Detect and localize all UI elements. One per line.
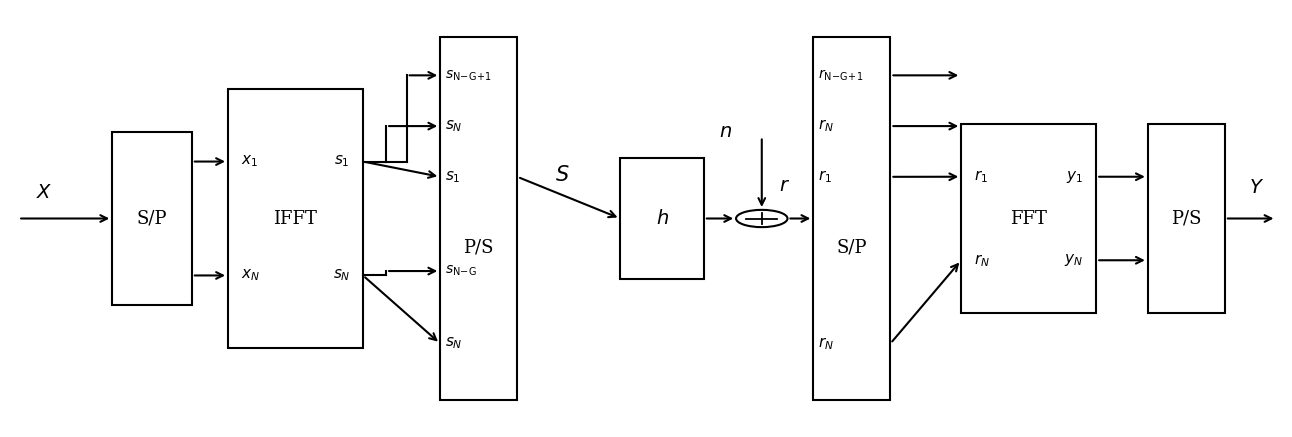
Text: $r_N$: $r_N$ (818, 335, 835, 352)
Text: $r_{\rm N\!-\!G\!+\!1}$: $r_{\rm N\!-\!G\!+\!1}$ (818, 68, 863, 83)
Text: S/P: S/P (137, 209, 167, 228)
Text: FFT: FFT (1010, 209, 1047, 228)
Text: P/S: P/S (1171, 209, 1202, 228)
FancyBboxPatch shape (813, 37, 890, 400)
FancyBboxPatch shape (112, 132, 193, 305)
Text: $h$: $h$ (655, 209, 668, 228)
Text: $y_N$: $y_N$ (1065, 252, 1084, 268)
Text: $r_N$: $r_N$ (974, 252, 990, 269)
Text: $Y$: $Y$ (1249, 179, 1265, 197)
Text: $s_N$: $s_N$ (332, 267, 350, 283)
Text: $s_1$: $s_1$ (335, 154, 350, 170)
Text: $s_N$: $s_N$ (446, 336, 463, 351)
Text: $y_1$: $y_1$ (1066, 169, 1084, 185)
Text: $s_1$: $s_1$ (446, 169, 461, 185)
Text: $x_N$: $x_N$ (240, 267, 260, 283)
Text: $S$: $S$ (556, 165, 570, 185)
Text: $r$: $r$ (779, 177, 791, 195)
FancyBboxPatch shape (620, 158, 704, 279)
Text: $X$: $X$ (36, 184, 52, 201)
Text: $s_{\rm N\!-\!G}$: $s_{\rm N\!-\!G}$ (446, 264, 477, 278)
Text: $r_N$: $r_N$ (818, 118, 835, 135)
Text: $s_N$: $s_N$ (446, 118, 463, 134)
FancyBboxPatch shape (441, 37, 517, 400)
Text: $r_1$: $r_1$ (818, 169, 832, 185)
Text: $s_{\rm N\!-\!G\!+\!1}$: $s_{\rm N\!-\!G\!+\!1}$ (446, 68, 492, 83)
Text: $r_1$: $r_1$ (974, 168, 988, 185)
Text: $x_1$: $x_1$ (240, 154, 258, 170)
Circle shape (736, 210, 788, 227)
FancyBboxPatch shape (961, 124, 1096, 313)
Text: P/S: P/S (464, 239, 494, 257)
Text: S/P: S/P (837, 239, 867, 257)
FancyBboxPatch shape (1147, 124, 1225, 313)
FancyBboxPatch shape (227, 89, 363, 348)
Text: $n$: $n$ (720, 123, 733, 141)
Text: IFFT: IFFT (274, 209, 318, 228)
